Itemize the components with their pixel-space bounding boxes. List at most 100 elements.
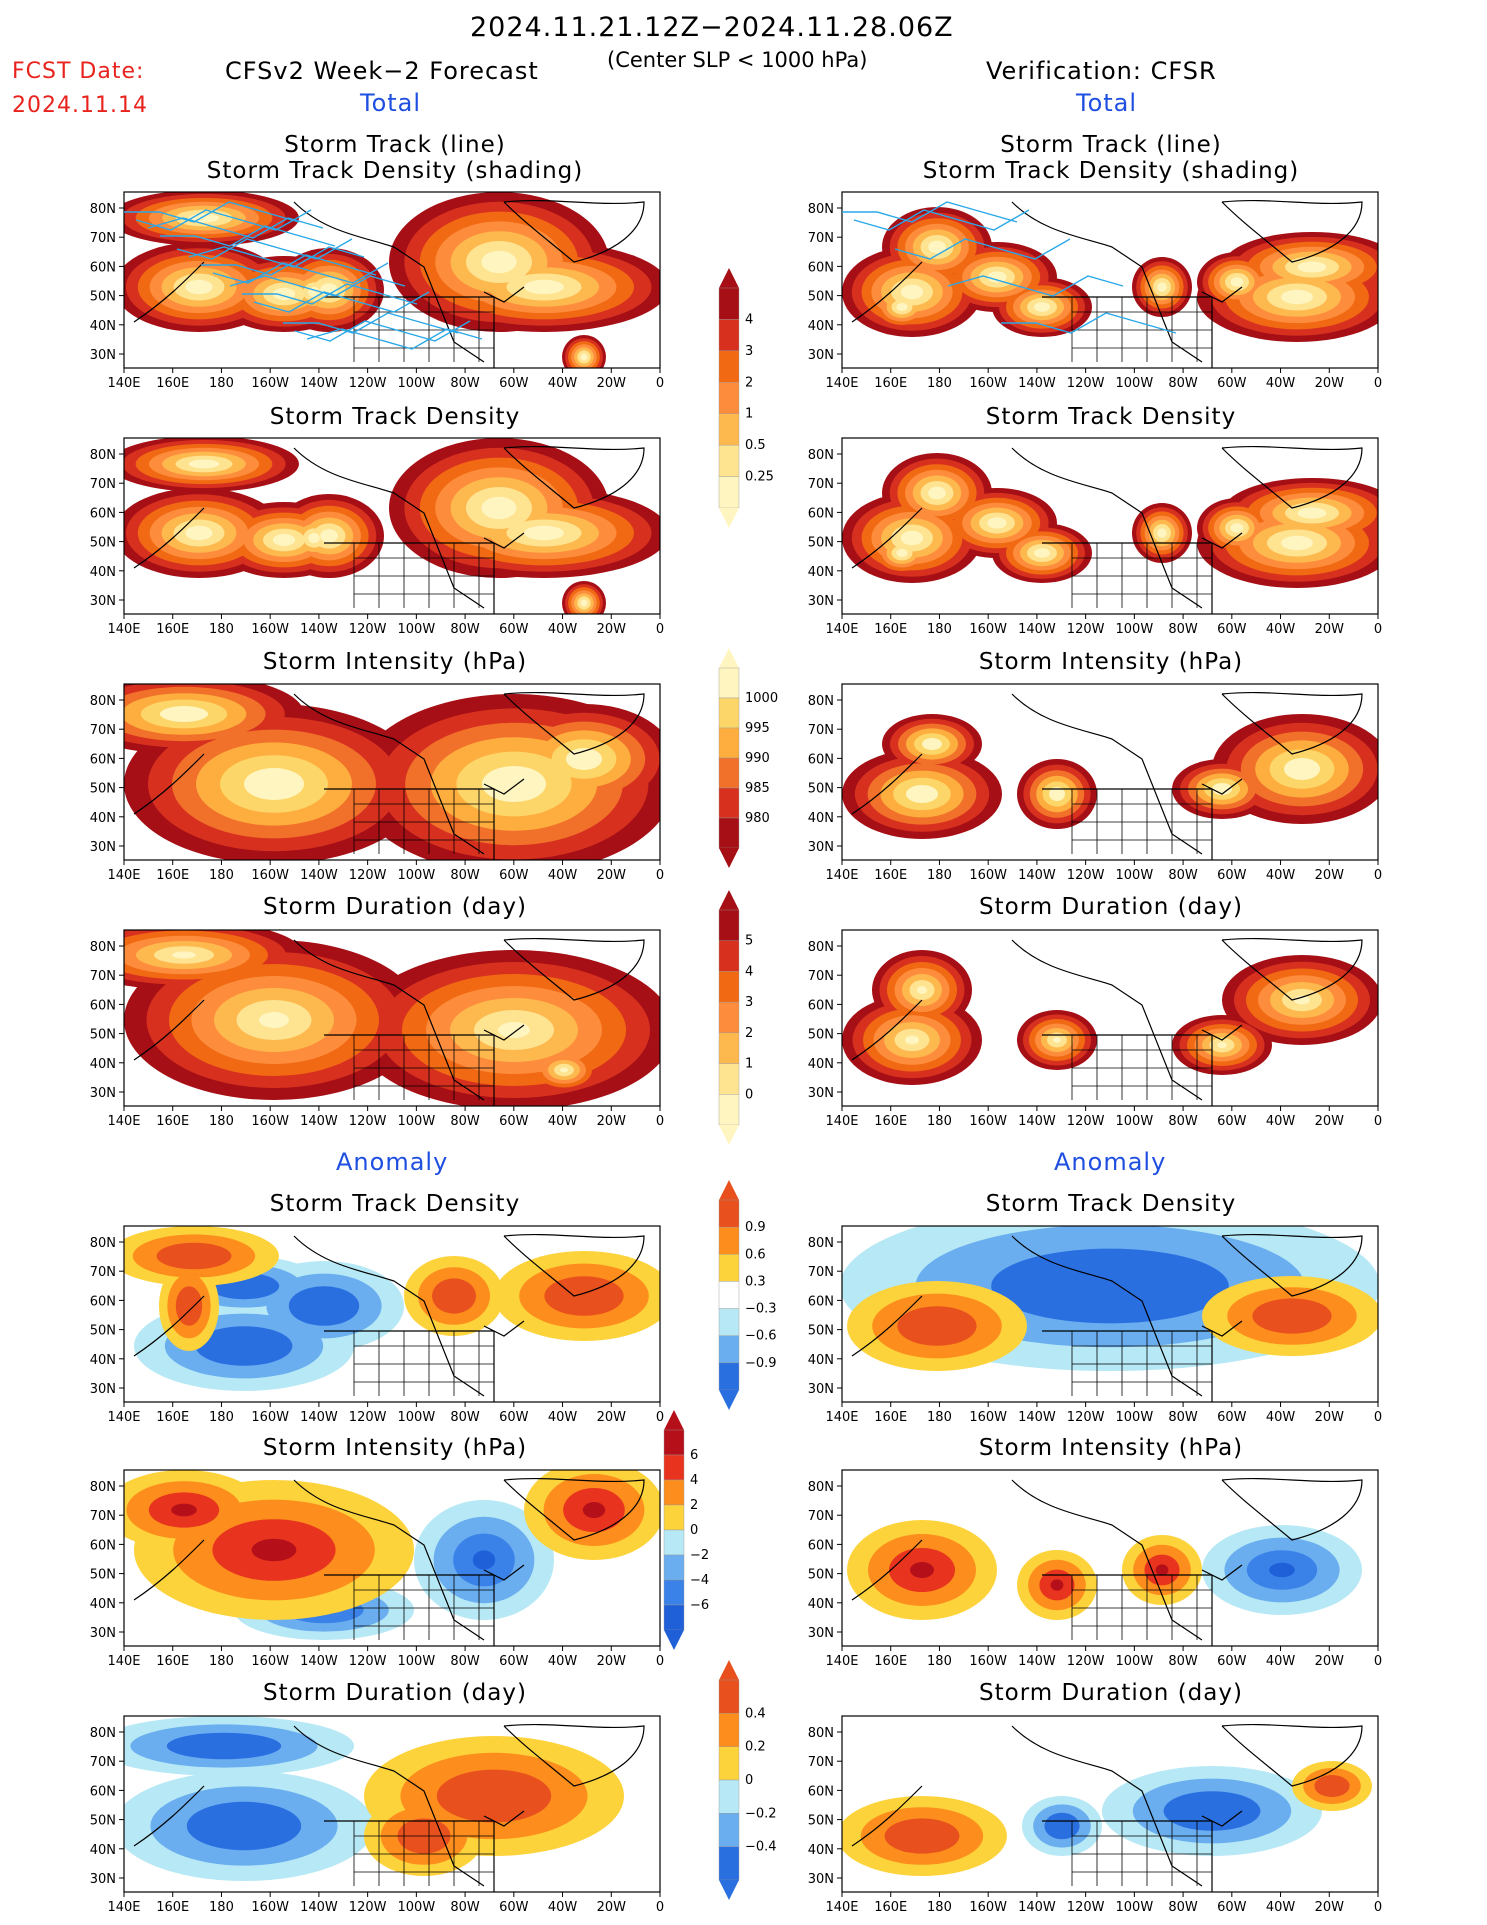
panel-track-right-lon-label-0: 140E xyxy=(825,376,858,391)
panel-density-anom-right-anom-1-2-1 xyxy=(1252,1298,1332,1334)
colorbar-duration-total-seg-5 xyxy=(718,1063,740,1095)
panel-duration-right-lon-label-6: 100W xyxy=(1116,1114,1154,1129)
panel-density-right-shade-6-7 xyxy=(1297,507,1327,519)
panel-track-left-track-13 xyxy=(212,262,389,284)
colorbar-duration-anom-label-0: 0.4 xyxy=(745,1706,766,1721)
panel-intensity-anom-left-lon-label-4: 140W xyxy=(300,1654,338,1669)
panel-density-left-lon-label-3: 160W xyxy=(251,622,289,637)
panel-intensity-right-lon-label-9: 40W xyxy=(1266,868,1296,883)
panel-intensity-anom-right-anom-0-3-0 xyxy=(1269,1562,1295,1578)
forecast-title: CFSv2 Week−2 Forecast xyxy=(225,57,539,85)
panel-track-right-lon-label-5: 120W xyxy=(1067,376,1105,391)
panel-intensity-right-shade-5-1 xyxy=(1049,787,1065,801)
total-label-right: Total xyxy=(1076,89,1138,117)
panel-track-right-lon-label-3: 160W xyxy=(969,376,1007,391)
panel-density-right-shade-6-4 xyxy=(1034,548,1050,558)
colorbar-duration-anom-seg-3 xyxy=(718,1779,740,1814)
panel-duration-right-lat-label-0: 80N xyxy=(808,940,834,955)
panel-density-anom-left-lon-label-5: 120W xyxy=(349,1410,387,1425)
panel-density-anom-left-lon-label-7: 80W xyxy=(450,1410,480,1425)
panel-intensity-right-lat-label-3: 50N xyxy=(808,782,834,797)
colorbar-intensity-anom-seg-4 xyxy=(663,1529,685,1556)
fcst-date-value: 2024.11.14 xyxy=(12,93,148,118)
panel-title-intensity-left: Storm Intensity (hPa) xyxy=(262,649,528,675)
panel-intensity-anom-right-lat-label-0: 80N xyxy=(808,1480,834,1495)
colorbar-intensity-anom-label-5: −4 xyxy=(690,1573,709,1588)
panel-track-left-track-10 xyxy=(253,291,430,313)
colorbar-density-total-seg-5 xyxy=(718,444,740,477)
panel-duration-anom-left-lat-label-0: 80N xyxy=(90,1726,116,1741)
panel-duration-anom-left-anom-0-2-1 xyxy=(186,1801,302,1851)
colorbar-density-anom-seg-1 xyxy=(718,1226,740,1255)
panel-track-left-lon-label-4: 140W xyxy=(300,376,338,391)
colorbar-density-anom-top xyxy=(719,1180,739,1200)
panel-track-left-track-1 xyxy=(176,238,353,260)
panel-track-left-track-8 xyxy=(147,217,324,239)
panel-density-left-lat-label-1: 70N xyxy=(90,477,116,492)
panel-title-track-shading-left: Storm Track Density (shading) xyxy=(206,158,584,184)
colorbar-duration-anom-seg-0 xyxy=(718,1679,740,1714)
panel-track-right-shade-6-4 xyxy=(1034,302,1050,312)
panel-intensity-anom-right-lon-label-4: 140W xyxy=(1018,1654,1056,1669)
panel-density-left-lon-label-7: 80W xyxy=(450,622,480,637)
panel-title-density-anom-left: Storm Track Density xyxy=(269,1191,521,1217)
panel-duration-anom-right-lon-label-1: 160E xyxy=(874,1900,907,1915)
panel-density-anom-right-lon-label-2: 180 xyxy=(927,1410,952,1425)
panel-intensity-right-lon-label-1: 160E xyxy=(874,868,907,883)
panel-density-right-lon-label-9: 40W xyxy=(1266,622,1296,637)
panel-duration-right-coast xyxy=(851,937,1363,1106)
panel-intensity-anom-right-lon-label-7: 80W xyxy=(1168,1654,1198,1669)
panel-intensity-left-lat-label-2: 60N xyxy=(90,752,116,767)
panel-track-left-lon-label-9: 40W xyxy=(548,376,578,391)
panel-track-left-shade-6-5 xyxy=(524,279,564,295)
panel-duration-left-shade-6-0 xyxy=(259,1012,289,1028)
panel-duration-left-lat-label-4: 40N xyxy=(90,1057,116,1072)
panel-track-left-lat-label-5: 30N xyxy=(90,348,116,363)
panel-intensity-right-lon-label-6: 100W xyxy=(1116,868,1154,883)
panel-intensity-anom-right-lon-label-0: 140E xyxy=(825,1654,858,1669)
panel-duration-left-lon-label-7: 80W xyxy=(450,1114,480,1129)
panel-intensity-anom-right-lat-label-1: 70N xyxy=(808,1509,834,1524)
panel-density-left-coast xyxy=(133,445,645,614)
panel-track-right-shade-6-2 xyxy=(987,271,1007,283)
colorbar-density-total-label-3: 1 xyxy=(745,407,753,422)
panel-duration-left-shade-6-1 xyxy=(498,1022,530,1038)
panel-duration-left-lon-label-4: 140W xyxy=(300,1114,338,1129)
panel-intensity-left-coast xyxy=(133,691,645,860)
colorbar-intensity-total-label-4: 980 xyxy=(745,811,770,826)
panel-duration-left-lon-label-3: 160W xyxy=(251,1114,289,1129)
panel-duration-right-lon-label-11: 0 xyxy=(1374,1114,1382,1129)
panel-intensity-anom-left-coast xyxy=(133,1477,645,1646)
panel-density-anom-left-lon-label-6: 100W xyxy=(398,1410,436,1425)
panel-density-right-shade-6-8 xyxy=(1157,528,1167,538)
panel-intensity-anom-left-lon-label-6: 100W xyxy=(398,1654,436,1669)
panel-duration-left-lon-label-0: 140E xyxy=(107,1114,140,1129)
panel-duration-right-lon-label-8: 60W xyxy=(1217,1114,1247,1129)
panel-duration-right-field xyxy=(842,937,1378,1106)
panel-duration-anom-right-lat-label-2: 60N xyxy=(808,1784,834,1799)
panel-title-track-line-left: Storm Track (line) xyxy=(284,132,506,158)
colorbar-intensity-anom-top xyxy=(664,1410,684,1430)
panel-duration-anom-right-lon-label-11: 0 xyxy=(1374,1900,1382,1915)
colorbar-intensity-total-seg-5 xyxy=(718,817,740,849)
panel-title-intensity-anom-right: Storm Intensity (hPa) xyxy=(978,1435,1244,1461)
panel-density-anom-right-field xyxy=(842,1226,1378,1402)
panel-duration-right-lon-label-1: 160E xyxy=(874,1114,907,1129)
panel-intensity-left-lon-label-11: 0 xyxy=(656,868,664,883)
panel-duration-left-lat-label-0: 80N xyxy=(90,940,116,955)
panel-track-left-lon-label-10: 20W xyxy=(597,376,627,391)
panel-duration-anom-left-lat-label-4: 40N xyxy=(90,1843,116,1858)
panel-density-right-lon-label-7: 80W xyxy=(1168,622,1198,637)
panel-duration-left-lon-label-8: 60W xyxy=(499,1114,529,1129)
panel-track-right-track-4 xyxy=(853,209,1030,231)
colorbar-intensity-anom-seg-6 xyxy=(663,1579,685,1606)
colorbar-duration-total-label-1: 4 xyxy=(745,964,753,979)
panel-duration-anom-left-lon-label-11: 0 xyxy=(656,1900,664,1915)
panel-intensity-right-shade-5-2 xyxy=(1284,758,1320,780)
panel-intensity-right-lon-label-8: 60W xyxy=(1217,868,1247,883)
panel-duration-anom-left-lon-label-5: 120W xyxy=(349,1900,387,1915)
panel-duration-anom-left-lon-label-1: 160E xyxy=(156,1900,189,1915)
panel-track-right-lon-label-9: 40W xyxy=(1266,376,1296,391)
colorbar-duration-total: 5 4 3 2 1 0 xyxy=(718,890,753,1145)
